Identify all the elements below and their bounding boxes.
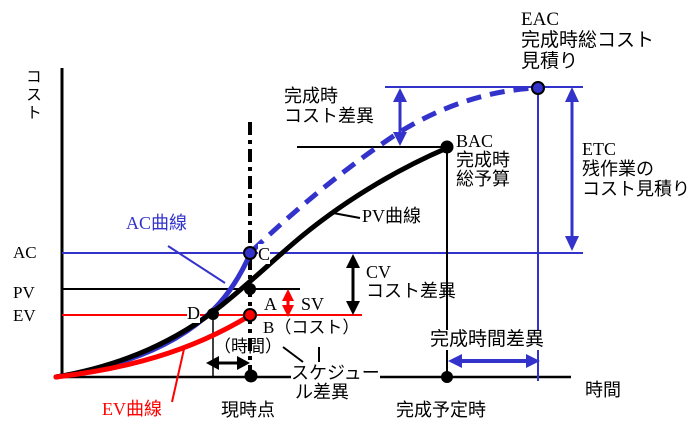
cv-line: コスト差異 [366, 281, 456, 301]
time-variance-arrow [206, 356, 250, 370]
schedule-line1: スケジュー [291, 363, 380, 383]
ev-label-leader-line [171, 348, 185, 403]
schedule-variance-label: スケジュー ル差異 [291, 364, 380, 402]
completion-cost-variance-label: 完成時 コスト差異 [284, 86, 374, 126]
eac-line1: 完成時総コスト [521, 30, 655, 51]
eac-label-block: EAC 完成時総コスト 見積り [521, 9, 654, 72]
point-a-label: A [264, 294, 277, 314]
point-d-label: D [187, 303, 200, 323]
point-planned-completion [441, 371, 453, 383]
sv-arrow [282, 289, 294, 317]
etc-line2: コスト見積り [582, 179, 690, 199]
pv-curve [53, 145, 450, 380]
bac-label-block: BAC 完成時 総予算 [456, 132, 510, 189]
point-current-time [244, 369, 258, 383]
ac-projection-dashed-curve [250, 85, 538, 253]
cv-abbr: CV [366, 262, 392, 282]
planned-completion-label: 完成予定時 [396, 400, 486, 420]
eac-abbr: EAC [521, 9, 559, 30]
etc-arrow [565, 87, 579, 251]
ac-curve-label: AC曲線 [126, 213, 188, 233]
time-paren-label: （時間） [214, 337, 282, 356]
point-c [243, 246, 257, 260]
ac-label-leader-line [167, 245, 226, 284]
point-c-label: C [258, 244, 271, 264]
point-bac [440, 140, 454, 154]
schedule-line2: ル差異 [295, 383, 380, 402]
cv-label-block: CV コスト差異 [366, 263, 456, 301]
current-time-label: 現時点 [221, 400, 275, 420]
schedule-leader-line-1 [282, 346, 304, 363]
bac-line1: 完成時 [456, 150, 510, 170]
completion-time-variance-arrow [448, 354, 540, 368]
bac-abbr: BAC [456, 131, 494, 151]
etc-abbr: ETC [582, 139, 616, 159]
completion-cost-line2: コスト差異 [284, 106, 374, 126]
point-d [207, 308, 219, 320]
etc-label-block: ETC 残作業の コスト見積り [582, 139, 690, 199]
point-b [243, 308, 257, 322]
bac-line2: 総予算 [456, 169, 510, 189]
y-axis-label: コスト [23, 68, 40, 122]
tick-pv: PV [13, 283, 35, 302]
tick-ev: EV [13, 306, 36, 325]
tick-ac: AC [13, 243, 37, 262]
etc-line1: 残作業の [582, 159, 654, 179]
completion-time-variance-label: 完成時間差異 [430, 329, 545, 350]
eac-line2: 見積り [521, 51, 579, 72]
x-axis-label: 時間 [585, 380, 621, 400]
point-pv-current [244, 283, 256, 295]
pv-label-leader-line [332, 212, 361, 219]
cv-arrow [346, 254, 360, 315]
pv-curve-label: PV曲線 [362, 206, 422, 226]
sv-label: SV [301, 294, 325, 314]
ev-curve [53, 313, 252, 380]
completion-cost-line1: 完成時 [284, 86, 338, 106]
point-eac [531, 81, 545, 95]
ev-curve-label: EV曲線 [102, 399, 162, 419]
completion-cost-variance-arrow [393, 88, 407, 146]
point-b-label: B（コスト） [263, 318, 360, 337]
